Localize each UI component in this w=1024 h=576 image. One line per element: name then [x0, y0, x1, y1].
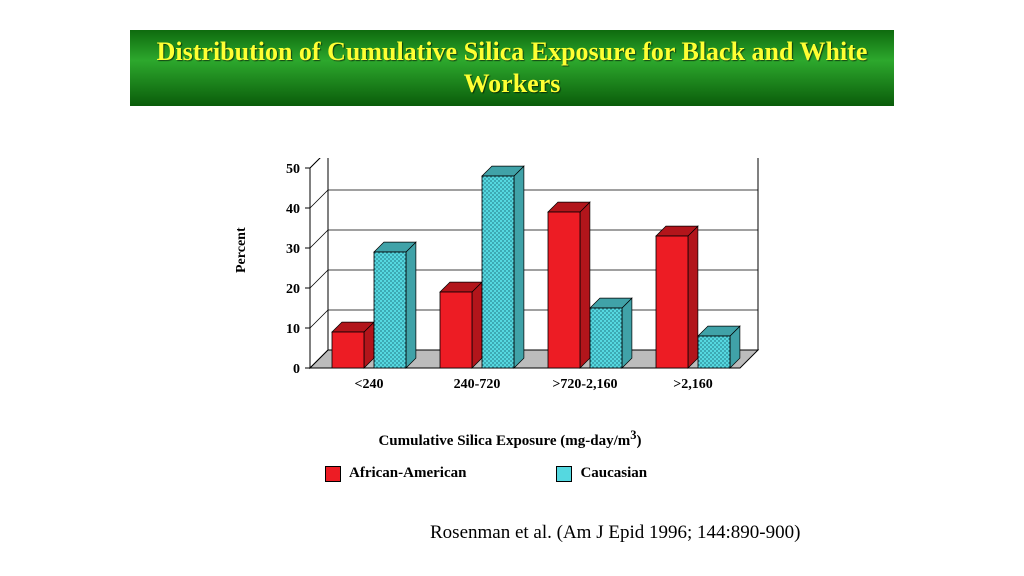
legend-label-1: Caucasian — [580, 465, 647, 482]
citation: Rosenman et al. (Am J Epid 1996; 144:890… — [430, 522, 800, 544]
svg-text:0: 0 — [293, 362, 300, 377]
x-axis-label: Cumulative Silica Exposure (mg-day/m3) — [240, 428, 780, 450]
svg-text:10: 10 — [286, 322, 300, 337]
y-axis-label: Percent — [234, 227, 250, 273]
svg-text:240-720: 240-720 — [454, 377, 501, 392]
legend: African-American Caucasian — [325, 465, 745, 482]
legend-item-1: Caucasian — [556, 465, 647, 482]
svg-text:>720-2,160: >720-2,160 — [552, 377, 617, 392]
bar-chart: 0 10 20 30 40 50 <240 240-720 >720-2,160 >2,160 — [240, 158, 780, 408]
svg-text:>2,160: >2,160 — [673, 377, 712, 392]
legend-label-0: African-American — [349, 465, 466, 482]
legend-swatch-1 — [556, 466, 572, 482]
page-title: Distribution of Cumulative Silica Exposu… — [130, 36, 894, 101]
legend-swatch-0 — [325, 466, 341, 482]
chart-container: 01020304050<240240-720>720-2,160>2,160 P… — [240, 158, 780, 478]
svg-text:40: 40 — [286, 202, 300, 217]
svg-text:30: 30 — [286, 242, 300, 257]
xlabel-prefix: Cumulative Silica Exposure (mg-day/m — [378, 433, 630, 449]
legend-item-0: African-American — [325, 465, 466, 482]
svg-text:20: 20 — [286, 282, 300, 297]
svg-text:50: 50 — [286, 162, 300, 177]
title-banner: Distribution of Cumulative Silica Exposu… — [130, 30, 894, 106]
xlabel-suffix: ) — [637, 433, 642, 449]
svg-text:<240: <240 — [355, 377, 384, 392]
